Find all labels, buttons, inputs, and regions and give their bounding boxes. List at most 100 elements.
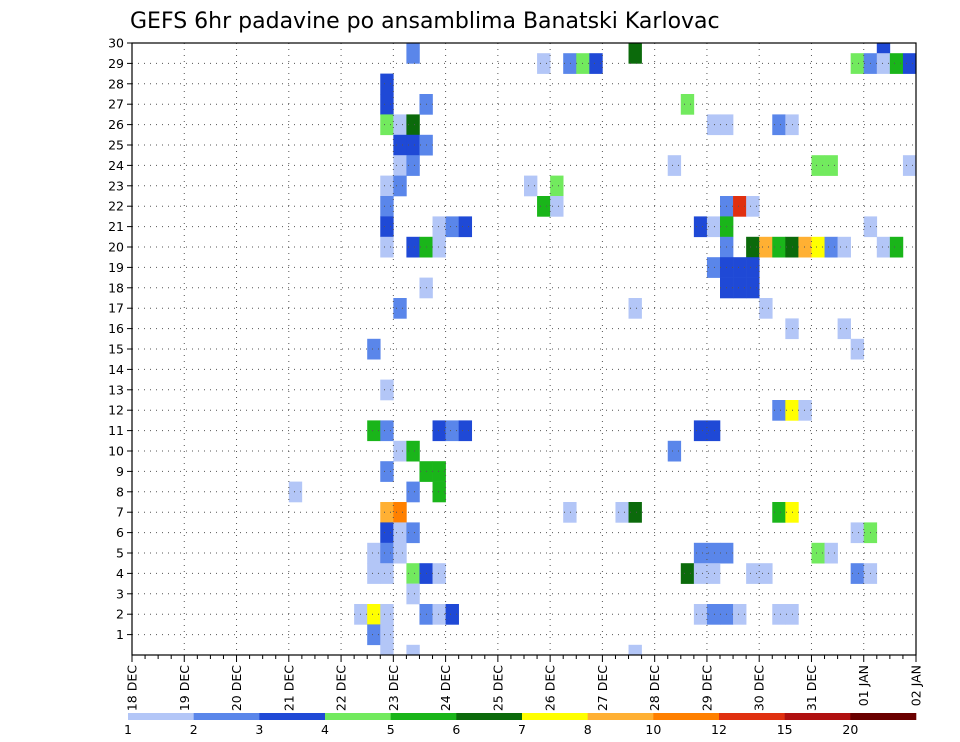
x-tick-label: 26 DEC — [543, 665, 558, 711]
precip-cell — [380, 196, 394, 217]
precip-cell — [380, 379, 394, 401]
precip-cell — [380, 644, 394, 656]
precip-cell — [380, 420, 394, 442]
colorbar-label: 3 — [255, 722, 263, 737]
y-tick-label: 21 — [108, 219, 124, 234]
precip-cell — [746, 236, 760, 258]
colorbar-swatch — [522, 713, 588, 720]
precip-cell — [850, 338, 865, 360]
precip-cell — [889, 236, 904, 258]
colorbar-label: 12 — [711, 722, 727, 737]
precip-cell — [432, 563, 446, 584]
precip-cell — [367, 420, 381, 442]
precip-cell — [367, 624, 381, 646]
precip-cell — [537, 196, 551, 217]
colorbar-swatch — [784, 713, 851, 720]
precip-cell — [628, 43, 642, 64]
precip-cell — [380, 94, 394, 115]
precip-cell — [432, 420, 446, 442]
precip-cell — [667, 155, 682, 176]
precip-cell — [733, 196, 747, 217]
precip-cell — [550, 196, 564, 217]
y-tick-label: 8 — [116, 484, 124, 499]
precip-cell — [406, 522, 420, 544]
y-tick-label: 26 — [108, 117, 124, 132]
precip-cell — [680, 94, 695, 115]
chart-title: GEFS 6hr padavine po ansamblima Banatski… — [130, 9, 720, 34]
precip-cell — [693, 604, 708, 625]
x-tick-label: 19 DEC — [177, 665, 192, 711]
y-tick-label: 14 — [108, 362, 124, 377]
y-tick-label: 30 — [108, 36, 124, 51]
precip-cell — [563, 502, 577, 523]
x-tick-label: 31 DEC — [804, 665, 819, 711]
precip-cell — [706, 216, 721, 238]
precip-cell — [693, 542, 708, 564]
precip-cell — [850, 563, 865, 584]
precip-cell — [667, 440, 682, 462]
y-tick-label: 11 — [108, 423, 124, 438]
precip-cell — [876, 236, 891, 258]
precip-cell — [406, 481, 420, 503]
x-tick-label: 22 DEC — [334, 665, 349, 711]
x-tick-label: 24 DEC — [438, 665, 453, 711]
y-tick-label: 3 — [116, 586, 124, 601]
x-tick-label: 02 JAN — [909, 665, 924, 706]
y-tick-label: 1 — [116, 627, 124, 642]
precip-cell — [393, 298, 407, 319]
precip-cell — [524, 175, 538, 197]
colorbar-swatch — [128, 713, 194, 720]
precip-cell — [393, 440, 407, 462]
y-tick-label: 19 — [108, 260, 124, 275]
colorbar-swatch — [653, 713, 720, 720]
precip-cell — [537, 53, 551, 74]
precip-cell — [380, 461, 394, 482]
precip-cell — [380, 542, 394, 564]
x-tick-label: 28 DEC — [647, 665, 662, 711]
precip-cell — [367, 604, 381, 625]
precip-cell — [393, 134, 407, 156]
y-tick-label: 4 — [116, 566, 124, 581]
precip-cell — [772, 400, 786, 421]
colorbar-label: 15 — [777, 722, 793, 737]
y-tick-label: 15 — [108, 342, 124, 357]
precip-cell — [706, 114, 721, 136]
precip-cell — [798, 400, 812, 421]
y-tick-label: 23 — [108, 178, 124, 193]
y-tick-label: 17 — [108, 301, 124, 316]
precip-cell — [393, 155, 407, 176]
precip-cell — [706, 604, 721, 625]
precip-cell — [393, 114, 407, 136]
precip-cell — [772, 604, 786, 625]
precip-cell — [380, 236, 394, 258]
precip-cell — [406, 644, 420, 656]
precip-cell — [759, 236, 773, 258]
precip-cell — [824, 542, 838, 564]
precip-cell — [380, 114, 394, 136]
y-tick-label: 10 — [108, 444, 124, 459]
precip-cell — [367, 542, 381, 564]
precip-cell — [628, 298, 642, 319]
precip-cell — [406, 134, 420, 156]
precip-cell — [811, 542, 825, 564]
y-tick-label: 27 — [108, 97, 124, 112]
x-tick-label: 18 DEC — [125, 665, 140, 711]
precip-cell — [798, 236, 812, 258]
colorbar-swatch — [259, 713, 326, 720]
precip-cell — [393, 175, 407, 197]
precip-cell — [406, 563, 420, 584]
y-tick-label: 20 — [108, 240, 124, 255]
colorbar-label: 2 — [190, 722, 198, 737]
precip-cell — [824, 236, 838, 258]
colorbar-label: 8 — [584, 722, 592, 737]
precip-cell — [445, 604, 459, 625]
colorbar-legend: 1 2 3 4 5 6 7 8 10 12 15 20 — [124, 713, 917, 737]
precip-cell — [380, 563, 394, 584]
precip-cell — [706, 542, 721, 564]
precip-cell — [432, 461, 446, 482]
precip-cell — [367, 563, 381, 584]
colorbar-label: 6 — [452, 722, 460, 737]
precip-cell — [759, 563, 773, 584]
y-tick-label: 7 — [116, 505, 124, 520]
